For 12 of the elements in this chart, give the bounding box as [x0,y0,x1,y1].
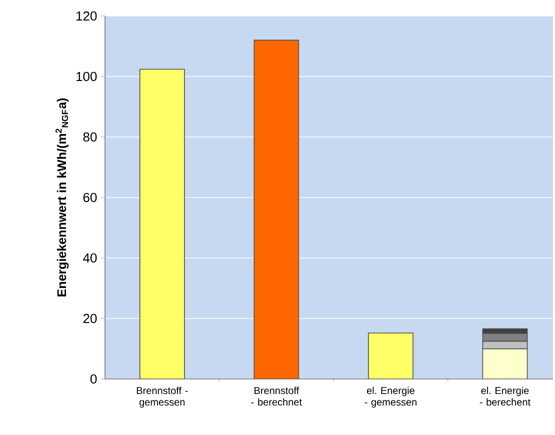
y-tick-label: 80 [83,132,97,142]
y-tick-label: 120 [76,11,97,21]
y-tick-label: 100 [76,72,97,82]
y-tick-label: 60 [83,192,97,202]
y-tick-label: 0 [90,374,97,384]
y-axis-title: Energiekennwert in kWh/(m$^{2}$$_{NGF}$a) [56,98,69,296]
y-tick-label: 40 [83,253,97,263]
x-tick-label: Brennstoff - gemessen [136,386,188,408]
x-tick-label: el. Energie - gemessen [364,386,416,408]
x-tick-label: el. Energie - berechent [480,386,530,406]
x-tick-label: Brennstoff - berechnet [251,386,302,406]
y-tick-label: 20 [83,314,97,324]
